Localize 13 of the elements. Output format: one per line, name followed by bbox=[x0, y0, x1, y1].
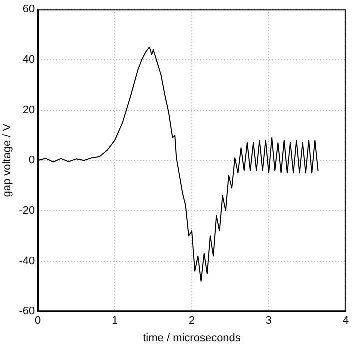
x-tick-label: 4 bbox=[342, 315, 350, 328]
x-tick-label: 2 bbox=[188, 315, 196, 328]
x-tick-label: 3 bbox=[266, 315, 272, 328]
x-axis-title: time / microseconds bbox=[143, 332, 242, 344]
y-tick-label: -60 bbox=[19, 306, 36, 318]
y-tick-label: 40 bbox=[22, 54, 36, 66]
y-tick-label: 0 bbox=[28, 154, 36, 167]
y-tick-label: -20 bbox=[19, 204, 36, 217]
y-tick-label: -40 bbox=[19, 255, 36, 268]
y-tick-label: 60 bbox=[22, 4, 36, 16]
y-tick-label: 20 bbox=[22, 104, 36, 116]
x-tick-label: 1 bbox=[112, 315, 118, 328]
y-axis-title: gap voltage / V bbox=[2, 123, 14, 198]
